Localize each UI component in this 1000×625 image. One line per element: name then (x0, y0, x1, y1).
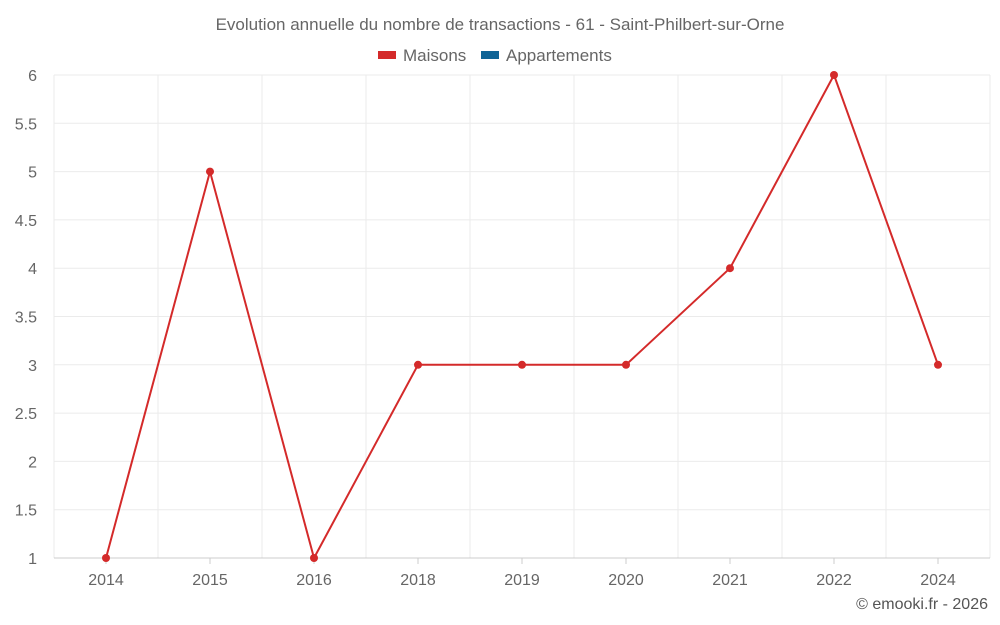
chart-title: Evolution annuelle du nombre de transact… (216, 15, 785, 34)
data-point-maisons-2020[interactable] (622, 360, 630, 369)
data-point-maisons-2018[interactable] (414, 360, 422, 369)
legend-label-appartements: Appartements (506, 46, 612, 65)
data-point-maisons-2015[interactable] (206, 167, 214, 176)
legend-item-appartements[interactable]: Appartements (481, 46, 612, 65)
y-tick-label: 4.5 (15, 213, 37, 230)
y-tick-label: 3 (28, 358, 37, 375)
y-tick-label: 6 (28, 68, 37, 85)
data-point-maisons-2016[interactable] (310, 554, 318, 562)
x-tick-label: 2024 (920, 572, 956, 589)
y-tick-label: 2 (28, 454, 37, 471)
x-tick-label: 2022 (816, 572, 852, 589)
data-point-maisons-2019[interactable] (518, 360, 526, 369)
y-tick-label: 3.5 (15, 310, 37, 327)
legend: Maisons Appartements (378, 46, 612, 65)
y-tick-label: 1.5 (15, 503, 37, 520)
axes: 1 1.5 2 2.5 3 3.5 4 4.5 5 5.5 6 2014 2015 2016 2018 201… (15, 68, 990, 589)
x-tick-label: 2021 (712, 572, 748, 589)
data-point-maisons-2024[interactable] (934, 360, 942, 369)
legend-label-maisons: Maisons (403, 46, 466, 65)
data-point-maisons-2014[interactable] (102, 554, 110, 562)
series-layer (102, 71, 942, 562)
y-tick-label: 5 (28, 165, 37, 182)
y-tick-label: 1 (28, 551, 37, 568)
x-tick-label: 2018 (400, 572, 436, 589)
y-tick-label: 5.5 (15, 116, 37, 133)
x-tick-label: 2020 (608, 572, 644, 589)
legend-swatch-appartements (481, 51, 499, 59)
x-tick-label: 2016 (296, 572, 332, 589)
data-point-maisons-2022[interactable] (830, 71, 838, 79)
x-tick-label: 2015 (192, 572, 228, 589)
legend-item-maisons[interactable]: Maisons (378, 46, 466, 65)
x-tick-label: 2019 (504, 572, 540, 589)
y-tick-label: 4 (28, 261, 37, 278)
credit-text: © emooki.fr - 2026 (856, 596, 988, 613)
gridlines (53, 74, 991, 559)
y-tick-label: 2.5 (15, 406, 37, 423)
legend-swatch-maisons (378, 51, 396, 59)
data-point-maisons-2021[interactable] (726, 264, 734, 273)
x-tick-label: 2014 (88, 572, 124, 589)
